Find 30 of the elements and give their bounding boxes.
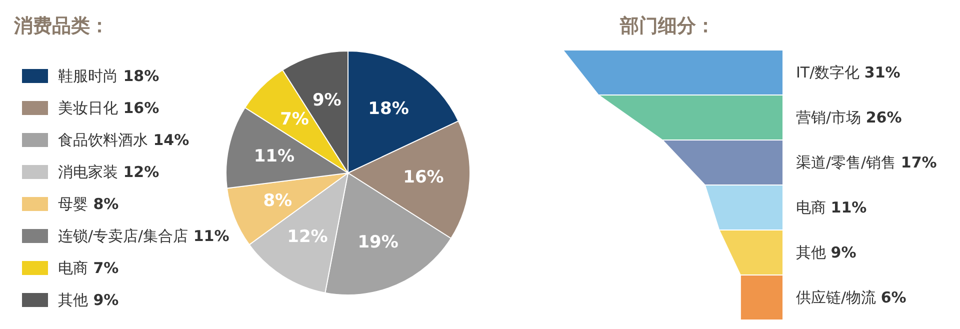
legend-label: 连锁/专卖店/集合店 11% (58, 227, 230, 245)
category-label: 供应链/物流 (796, 288, 876, 306)
data-label: 8% (263, 190, 292, 211)
data-label: 16% (403, 168, 444, 188)
data-label: 11% (830, 198, 867, 216)
category-label: 其他 (796, 244, 826, 262)
data-label: 7% (280, 110, 309, 130)
category-label: IT/数字化 (796, 64, 860, 82)
category-label: 电商 (796, 198, 826, 216)
data-label: 26% (866, 108, 902, 126)
data-label: 19% (358, 232, 398, 252)
chart-title: 消费品类： (13, 15, 109, 37)
text: 部门细分： (619, 15, 715, 37)
legend-label: 美妆日化 16% (58, 99, 160, 117)
legend-label: 消电家装 12% (58, 163, 160, 181)
data-label: 11% (254, 146, 295, 166)
legend-label: 食品饮料酒水 14% (58, 131, 190, 149)
category-label: 营销/市场 (796, 108, 862, 126)
data-label: 18% (368, 99, 409, 120)
legend-label: 鞋服时尚 18% (58, 67, 160, 85)
legend-label: 母婴 8% (58, 195, 119, 213)
data-label: 9% (312, 90, 342, 110)
legend-label: 其他 9% (58, 291, 119, 309)
data-label: 17% (900, 154, 937, 172)
legend-label: 电商 7% (58, 259, 119, 277)
data-label: 12% (287, 226, 328, 247)
data-label: 6% (880, 288, 906, 306)
category-label: 渠道/零售/销售 (796, 154, 896, 172)
data-label: 9% (830, 244, 856, 262)
data-label: 31% (864, 64, 900, 82)
